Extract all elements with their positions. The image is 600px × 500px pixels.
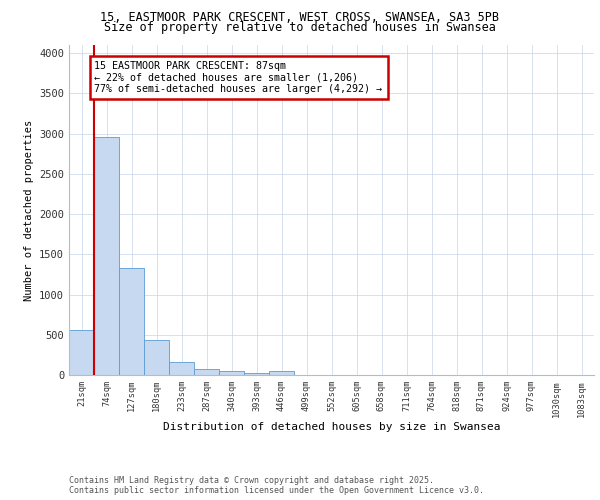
Bar xyxy=(69,330,94,375)
Bar xyxy=(244,372,269,375)
Bar xyxy=(144,340,169,375)
Bar xyxy=(94,137,119,375)
Text: 15 EASTMOOR PARK CRESCENT: 87sqm
← 22% of detached houses are smaller (1,206)
77: 15 EASTMOOR PARK CRESCENT: 87sqm ← 22% o… xyxy=(95,61,383,94)
Bar xyxy=(194,369,219,375)
Bar xyxy=(119,268,144,375)
Text: Contains HM Land Registry data © Crown copyright and database right 2025.: Contains HM Land Registry data © Crown c… xyxy=(69,476,434,485)
Text: Contains public sector information licensed under the Open Government Licence v3: Contains public sector information licen… xyxy=(69,486,484,495)
Bar xyxy=(269,372,294,375)
Y-axis label: Number of detached properties: Number of detached properties xyxy=(23,120,34,300)
Text: 15, EASTMOOR PARK CRESCENT, WEST CROSS, SWANSEA, SA3 5PB: 15, EASTMOOR PARK CRESCENT, WEST CROSS, … xyxy=(101,11,499,24)
Text: Size of property relative to detached houses in Swansea: Size of property relative to detached ho… xyxy=(104,21,496,34)
Bar xyxy=(219,372,244,375)
X-axis label: Distribution of detached houses by size in Swansea: Distribution of detached houses by size … xyxy=(163,422,500,432)
Bar xyxy=(169,362,194,375)
